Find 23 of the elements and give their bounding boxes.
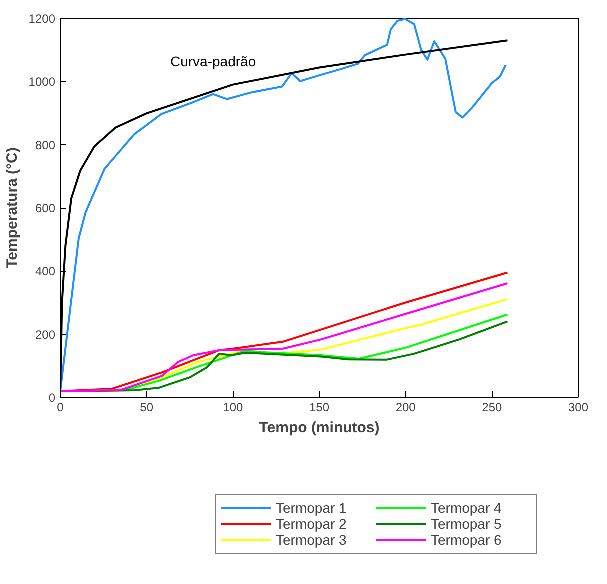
y-tick-label: 0 bbox=[48, 391, 56, 405]
y-tick-label: 1200 bbox=[28, 12, 56, 26]
legend-label: Termopar 1 bbox=[276, 500, 348, 516]
annotation: Curva-padrão bbox=[170, 54, 256, 70]
x-tick-label: 50 bbox=[140, 400, 154, 414]
y-tick-label: 600 bbox=[35, 202, 56, 216]
legend-label: Termopar 3 bbox=[276, 532, 348, 548]
legend-label: Termopar 6 bbox=[431, 532, 503, 548]
x-tick-label: 0 bbox=[57, 400, 64, 414]
y-tick-label: 400 bbox=[35, 264, 56, 279]
legend-label: Termopar 2 bbox=[276, 516, 348, 532]
y-tick-label: 800 bbox=[35, 138, 56, 152]
x-tick-label: 200 bbox=[396, 400, 416, 414]
legend-label: Termopar 5 bbox=[431, 516, 503, 532]
x-axis-title: Tempo (minutos) bbox=[259, 420, 380, 436]
y-tick-label: 200 bbox=[35, 328, 56, 342]
y-axis-title: Temperatura (°C) bbox=[4, 148, 21, 268]
x-tick-label: 250 bbox=[482, 400, 503, 414]
x-tick-label: 300 bbox=[568, 400, 589, 414]
legend-label: Termopar 4 bbox=[431, 500, 503, 516]
x-tick-label: 100 bbox=[223, 400, 244, 414]
y-tick-label: 1000 bbox=[28, 75, 56, 90]
x-tick-label: 150 bbox=[309, 400, 330, 414]
